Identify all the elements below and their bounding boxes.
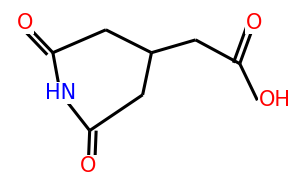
Text: O: O — [17, 13, 33, 33]
Text: O: O — [246, 13, 263, 33]
Text: OH: OH — [259, 90, 291, 110]
Text: O: O — [80, 156, 96, 176]
Text: HN: HN — [45, 83, 76, 103]
